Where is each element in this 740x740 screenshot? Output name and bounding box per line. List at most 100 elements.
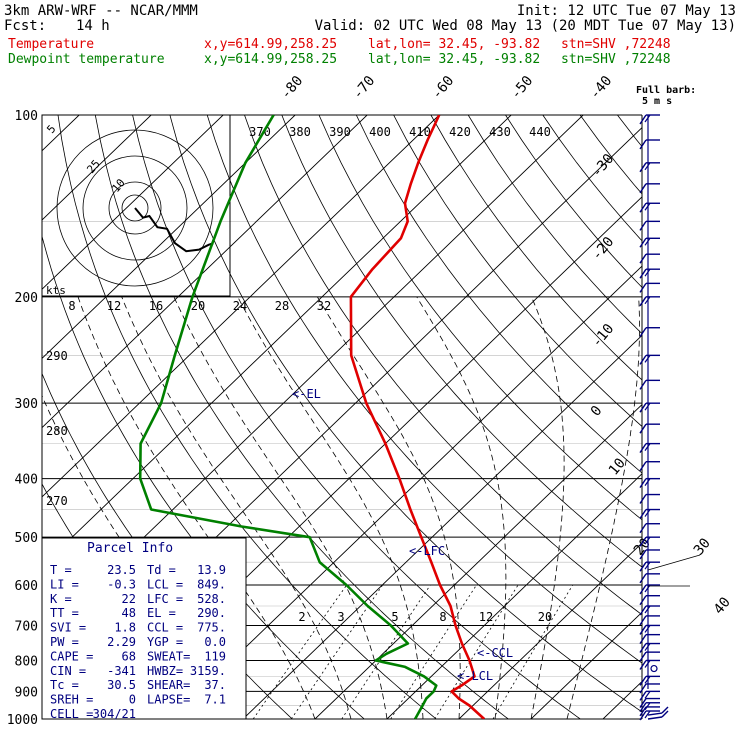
temperature-legend: Temperature x,y=614.99,258.25 lat,lon= 3… bbox=[8, 37, 671, 52]
barb-feather bbox=[644, 676, 651, 684]
legend-dew-stn: stn=SHV ,72248 bbox=[561, 52, 671, 67]
dry-adiabat-line bbox=[542, 115, 642, 242]
isotherm-line bbox=[170, 265, 642, 719]
moist-adiabat-line bbox=[237, 296, 424, 719]
barb-feather bbox=[639, 509, 647, 519]
barb-feather bbox=[639, 549, 647, 560]
theta-label: 290 bbox=[46, 349, 68, 363]
barb-shaft bbox=[647, 716, 663, 720]
hodograph-ring-label: 25 bbox=[84, 157, 102, 176]
wind-barb bbox=[639, 461, 660, 472]
barb-feather bbox=[639, 282, 647, 293]
barb-feather bbox=[639, 683, 647, 694]
barb-feather bbox=[639, 220, 647, 231]
isotherm-label: -20 bbox=[589, 234, 618, 264]
mixing-ratio-label: 12 bbox=[479, 610, 493, 624]
mixing-ratio-label: 3 bbox=[337, 610, 344, 624]
parcel-info-value: 68 bbox=[122, 649, 136, 663]
parcel-info-key: EL = bbox=[147, 606, 176, 620]
barb-feather bbox=[644, 478, 651, 486]
mixing-ratio-line bbox=[390, 584, 477, 719]
barb-feather bbox=[639, 478, 647, 489]
wind-barb bbox=[639, 697, 660, 708]
barb-feather bbox=[639, 561, 647, 572]
legend-dew-name: Dewpoint temperature bbox=[8, 52, 165, 67]
barb-feather bbox=[644, 710, 651, 719]
barb-feather bbox=[639, 536, 647, 547]
lfc-label: <-LFC bbox=[409, 544, 445, 558]
parcel-info-value: 0 bbox=[129, 693, 136, 707]
wind-barb bbox=[639, 268, 660, 279]
wind-barb bbox=[639, 477, 660, 489]
barb-feather bbox=[644, 509, 651, 517]
mixing-ratio-label: 8 bbox=[439, 610, 446, 624]
barb-feather bbox=[644, 702, 651, 711]
isotherm-line bbox=[314, 403, 642, 719]
barb-feather bbox=[639, 702, 647, 713]
parcel-info-box: Parcel Info T = 23.5 Td = 13.9 LI = -0.3 LCL =… bbox=[41, 537, 247, 721]
barb-feather bbox=[639, 634, 647, 645]
barb-feather bbox=[639, 402, 647, 413]
parcel-info-value: 30.5 bbox=[107, 678, 136, 692]
legend-temp-name: Temperature bbox=[8, 37, 94, 52]
parcel-info-value: 304/21 bbox=[93, 707, 136, 721]
pressure-label: 400 bbox=[15, 473, 38, 488]
parcel-info-key: TT = bbox=[50, 606, 79, 620]
parcel-info-value: 22 bbox=[122, 592, 136, 606]
parcel-info-value: 23.5 bbox=[107, 563, 136, 577]
mixing-ratio-line bbox=[290, 584, 384, 719]
parcel-info-row: T = 23.5 Td = 13.9 bbox=[50, 563, 226, 577]
barb-feather bbox=[639, 675, 647, 686]
wind-barb bbox=[639, 523, 660, 534]
barb-feather bbox=[644, 561, 651, 570]
hodograph-units: kts bbox=[46, 284, 66, 297]
wind-barb bbox=[639, 573, 660, 584]
pressure-label: 900 bbox=[15, 685, 38, 700]
wind-barb bbox=[647, 706, 669, 716]
dry-adiabat-line bbox=[206, 115, 642, 664]
dry-adiabat-line bbox=[579, 115, 642, 195]
parcel-info-frame bbox=[41, 537, 247, 720]
barb-shaft bbox=[647, 712, 663, 716]
barb-feather bbox=[639, 573, 647, 584]
dry-adiabat-line bbox=[617, 115, 642, 148]
moist-adiabat-line bbox=[566, 296, 640, 719]
moist-adiabat-line bbox=[530, 296, 565, 719]
mixing-ratio-line bbox=[492, 584, 574, 719]
barb-feather bbox=[639, 296, 647, 307]
hodo-speed-label: 24 bbox=[233, 299, 247, 313]
lcl-label: <-LCL bbox=[457, 669, 493, 683]
wind-barb bbox=[639, 675, 660, 686]
isotherm-line bbox=[42, 115, 224, 290]
moist-adiabat-line bbox=[316, 296, 461, 719]
barb-feather bbox=[639, 710, 647, 721]
barb-feather bbox=[639, 268, 647, 279]
parcel-info-key: Tc = bbox=[50, 678, 79, 692]
parcel-info-key: CELL = bbox=[50, 707, 93, 721]
mixing-ratio-line bbox=[252, 584, 348, 719]
wind-barb bbox=[639, 536, 660, 547]
mixing-ratio-label: 5 bbox=[391, 610, 398, 624]
barb-feather bbox=[644, 605, 651, 614]
parcel-info-value: 48 bbox=[122, 606, 136, 620]
parcel-info-key: LI = bbox=[50, 577, 79, 591]
isotherm-line bbox=[242, 334, 642, 719]
barb-feather bbox=[639, 706, 647, 717]
wind-barb bbox=[639, 327, 660, 338]
barb-legend-line2: 5 m s bbox=[642, 96, 672, 107]
barb-feather bbox=[639, 584, 647, 595]
barb-feather bbox=[644, 443, 651, 451]
theta-e-label: 380 bbox=[289, 125, 311, 139]
isotherm-line bbox=[0, 115, 7, 719]
legend-dew-xy: x,y=614.99,258.25 bbox=[204, 52, 337, 67]
dry-adiabat-line bbox=[355, 115, 642, 474]
sounding-profiles bbox=[138, 115, 486, 719]
pressure-label: 200 bbox=[15, 291, 38, 306]
fcst-label: Fcst: bbox=[4, 18, 46, 34]
legend-dew-latlon: lat,lon= 32.45, -93.82 bbox=[368, 52, 540, 67]
barb-feather bbox=[639, 379, 647, 390]
isotherm-label: 40 bbox=[711, 594, 734, 617]
theta-e-label: 440 bbox=[529, 125, 551, 139]
parcel-info-row: SVI = 1.8 CCL = 775. bbox=[50, 621, 226, 635]
theta-e-label: 420 bbox=[449, 125, 471, 139]
